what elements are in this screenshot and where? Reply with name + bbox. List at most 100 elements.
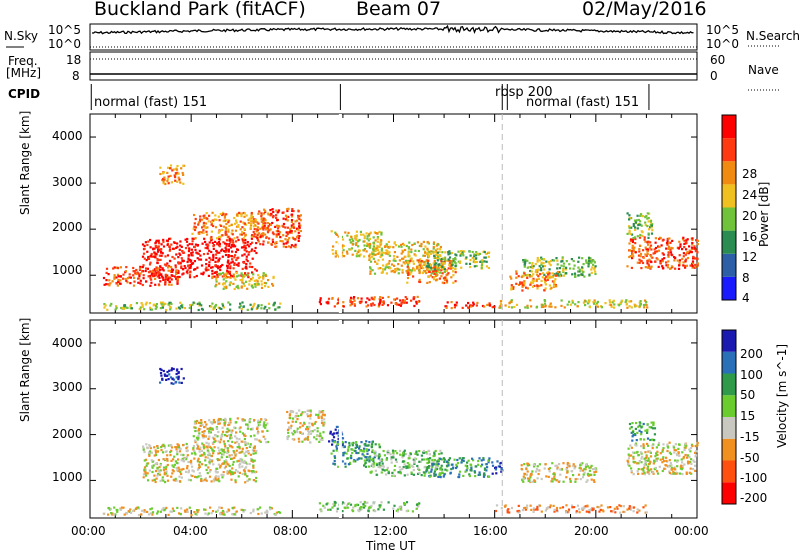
power-cell [636, 227, 639, 230]
velocity-cell [150, 507, 154, 510]
power-cell [232, 273, 235, 276]
power-cell [367, 239, 370, 242]
velocity-cell [580, 463, 583, 467]
power-cell [182, 173, 185, 176]
velocity-cell [622, 510, 625, 513]
power-cell [536, 256, 539, 260]
power-cell [254, 246, 257, 250]
power-cell [298, 222, 301, 225]
velocity-cell [344, 462, 347, 465]
velocity-cell [195, 422, 198, 425]
velocity-cell [572, 464, 575, 468]
power-cell [175, 253, 178, 256]
power-cell [207, 268, 210, 271]
velocity-cell [684, 442, 687, 446]
velocity-cell [158, 466, 161, 469]
power-cell [190, 248, 193, 251]
velocity-cell [640, 461, 643, 464]
power-cell [286, 208, 289, 211]
velocity-cell [166, 463, 169, 467]
velocity-cell [255, 449, 258, 453]
power-cell [528, 266, 531, 269]
power-cell [351, 253, 354, 256]
velocity-cell [405, 501, 409, 504]
power-cell [628, 300, 631, 303]
velocity-cell [581, 507, 584, 510]
power-cell [530, 266, 533, 269]
power-cell [368, 242, 372, 245]
power-cell [149, 277, 152, 280]
power-cell [257, 222, 260, 225]
power-cell [580, 269, 583, 272]
velocity-cell [396, 452, 399, 455]
power-cell [197, 223, 200, 226]
power-cell [483, 251, 486, 254]
velocity-cell [244, 509, 247, 512]
velocity-cell [200, 449, 204, 452]
power-cell [379, 267, 382, 270]
velocity-cell [275, 511, 278, 514]
velocity-cell [574, 465, 577, 468]
power-cell [268, 229, 271, 232]
power-cell [443, 260, 446, 263]
power-cell [261, 224, 264, 227]
power-cell [271, 282, 274, 286]
power-cell [193, 260, 196, 263]
power-cell [471, 304, 474, 307]
power-cell [176, 269, 179, 272]
power-cell [424, 269, 427, 273]
power-cell [523, 280, 526, 283]
power-cell [481, 261, 484, 264]
velocity-cell [125, 511, 128, 515]
power-cell [484, 256, 487, 259]
power-cell [422, 270, 425, 273]
power-cell [219, 268, 222, 272]
velocity-cell [321, 436, 324, 439]
velocity-cell [408, 454, 411, 457]
power-cell [248, 283, 251, 286]
power-cell [355, 230, 358, 233]
power-cell [276, 219, 279, 222]
power-cell [531, 279, 534, 282]
power-cell [275, 224, 279, 227]
velocity-cell [169, 451, 172, 454]
power-cell [488, 251, 491, 254]
velocity-cell [370, 504, 373, 507]
power-cell [387, 240, 390, 243]
power-cell [267, 213, 270, 216]
power-cell [427, 275, 431, 279]
power-cell [388, 254, 391, 257]
velocity-cell [226, 470, 229, 473]
power-cell [250, 235, 254, 238]
power-cell [243, 212, 246, 215]
velocity-cell [336, 431, 339, 434]
velocity-cell [696, 441, 699, 444]
power-cell [259, 234, 262, 237]
velocity-cell [474, 465, 477, 468]
velocity-cell [247, 469, 250, 472]
velocity-cell [249, 428, 252, 431]
power-cell [210, 266, 213, 269]
velocity-cell [154, 451, 158, 454]
power-cell [229, 308, 232, 311]
velocity-cell [674, 443, 677, 446]
velocity-cell [551, 462, 554, 465]
velocity-cell [426, 461, 429, 465]
power-cell [441, 265, 444, 268]
velocity-cell [227, 471, 231, 474]
power-cell [191, 237, 194, 240]
power-cell [163, 263, 167, 266]
power-cell [407, 246, 411, 249]
power-cell [435, 272, 438, 275]
velocity-cell [440, 452, 443, 455]
power-cell [286, 240, 289, 243]
power-cell [123, 304, 126, 307]
velocity-cell [228, 434, 231, 437]
velocity-cell [418, 502, 421, 505]
velocity-cell [614, 511, 617, 514]
velocity-cell [359, 506, 362, 509]
power-cell [204, 246, 207, 250]
velocity-cell [208, 431, 211, 434]
power-cell [646, 217, 649, 220]
velocity-cell [528, 480, 532, 483]
